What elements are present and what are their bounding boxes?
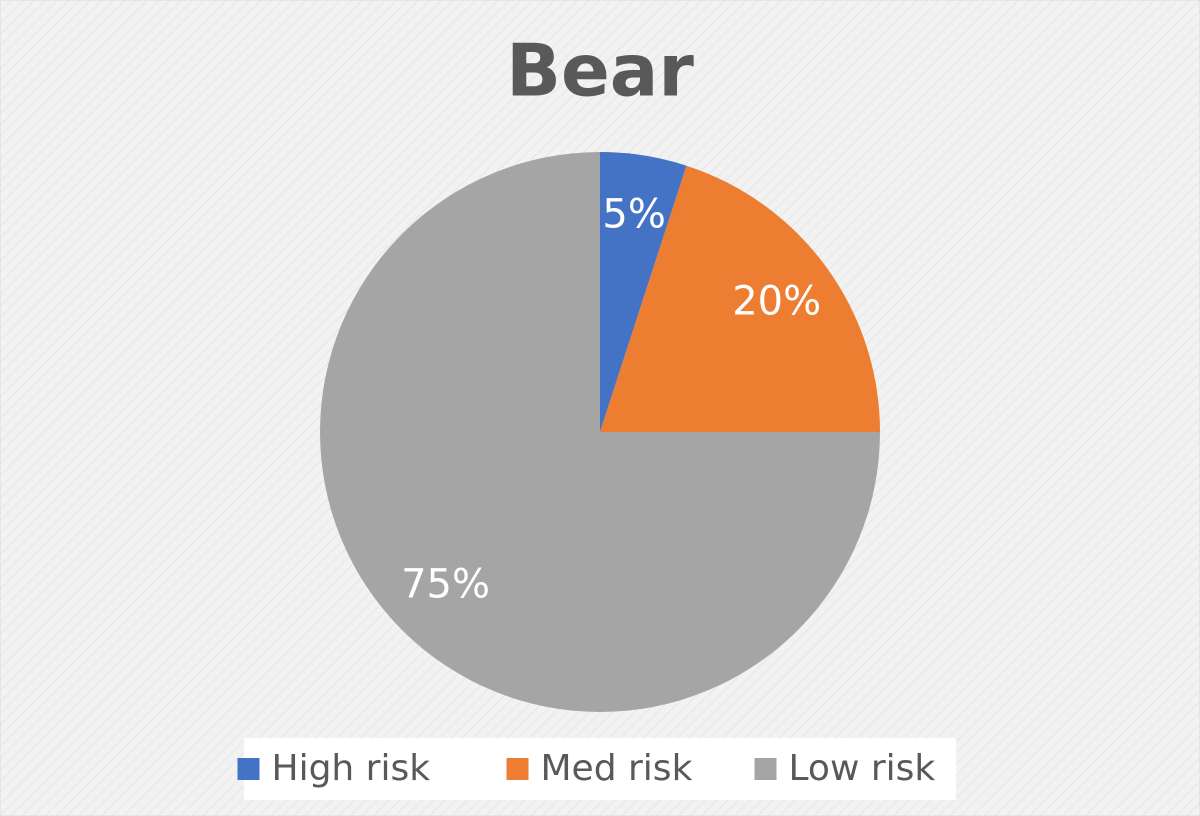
chart-title: Bear [506,29,694,113]
data-label: 20% [732,279,821,325]
legend-box [244,738,956,800]
data-label: 5% [602,191,665,237]
legend-swatch [506,758,529,780]
pie-slice [600,165,880,433]
legend-label: Low risk [789,748,936,789]
pie-slice [320,152,880,712]
legend-label: Med risk [541,748,693,789]
legend-swatch [754,758,777,780]
legend-swatch [237,758,260,780]
pie-slice [600,152,687,432]
legend-label: High risk [272,748,431,789]
data-label: 75% [401,561,490,607]
